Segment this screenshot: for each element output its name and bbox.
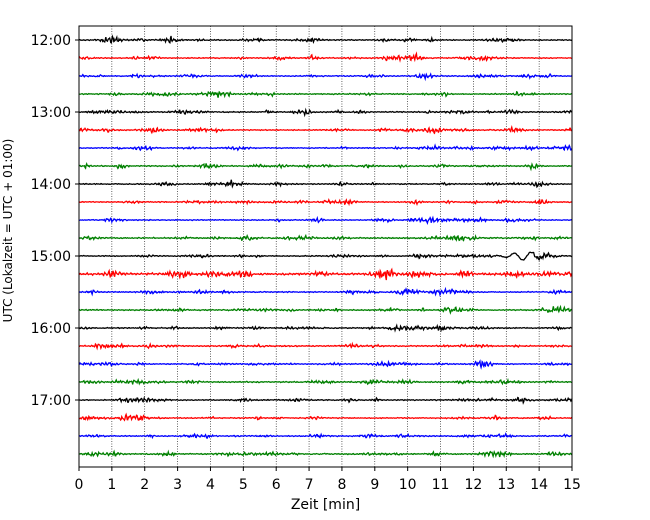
x-tick-label: 1 [107, 477, 116, 493]
trace-1600 [78, 323, 573, 333]
trace-1330 [78, 143, 573, 152]
x-tick-label: 15 [563, 477, 581, 493]
y-tick-label: 12:00 [31, 33, 71, 49]
x-tick-label: 13 [497, 477, 515, 493]
x-tick-label: 11 [432, 477, 450, 493]
trace-1245 [78, 90, 573, 99]
trace-1630 [78, 359, 573, 370]
x-axis-label: Zeit [min] [291, 497, 360, 513]
y-tick-label: 16:00 [31, 321, 71, 337]
x-axis-ticks: 0 1 2 3 4 5 6 7 8 9 10 11 12 13 14 15 [75, 467, 581, 493]
x-tick-label: 0 [75, 477, 84, 493]
y-axis-label: UTC (Lokalzeit = UTC + 01:00) [1, 139, 15, 323]
x-tick-label: 4 [206, 477, 215, 493]
trace-series [78, 34, 573, 459]
plot-frame [78, 25, 573, 468]
trace-1700 [78, 396, 573, 405]
x-tick-label: 7 [305, 477, 314, 493]
x-tick-label: 10 [399, 477, 417, 493]
trace-1400 [78, 179, 573, 189]
trace-1315 [78, 124, 573, 135]
trace-1200 [78, 34, 573, 45]
y-tick-label: 15:00 [31, 249, 71, 265]
x-tick-label: 6 [272, 477, 281, 493]
trace-1530 [78, 286, 573, 297]
x-tick-label: 14 [530, 477, 548, 493]
trace-1515 [78, 267, 573, 281]
y-axis-ticks: 12:00 13:00 14:00 15:00 16:00 17:00 [31, 33, 79, 409]
plot-area [79, 26, 572, 467]
trace-1545 [78, 304, 573, 315]
trace-1230 [78, 72, 573, 82]
x-tick-label: 3 [173, 477, 182, 493]
y-tick-label: 17:00 [31, 393, 71, 409]
trace-1500 [78, 251, 573, 262]
trace-1345 [78, 161, 573, 172]
trace-1715 [78, 412, 573, 422]
trace-1445 [78, 233, 573, 243]
x-tick-label: 12 [464, 477, 482, 493]
x-tick-label: 9 [370, 477, 379, 493]
trace-1215 [78, 51, 573, 63]
y-tick-label: 13:00 [31, 105, 71, 121]
trace-1615 [78, 341, 573, 351]
x-tick-label: 2 [140, 477, 149, 493]
trace-1730 [78, 432, 573, 440]
trace-1430 [78, 215, 573, 226]
grid-lines [111, 26, 540, 467]
trace-1415 [78, 197, 573, 207]
x-tick-label: 5 [239, 477, 248, 493]
trace-1645 [78, 377, 573, 386]
trace-1300 [78, 107, 573, 118]
trace-1745 [78, 449, 573, 459]
y-tick-label: 14:00 [31, 177, 71, 193]
x-tick-label: 8 [337, 477, 346, 493]
